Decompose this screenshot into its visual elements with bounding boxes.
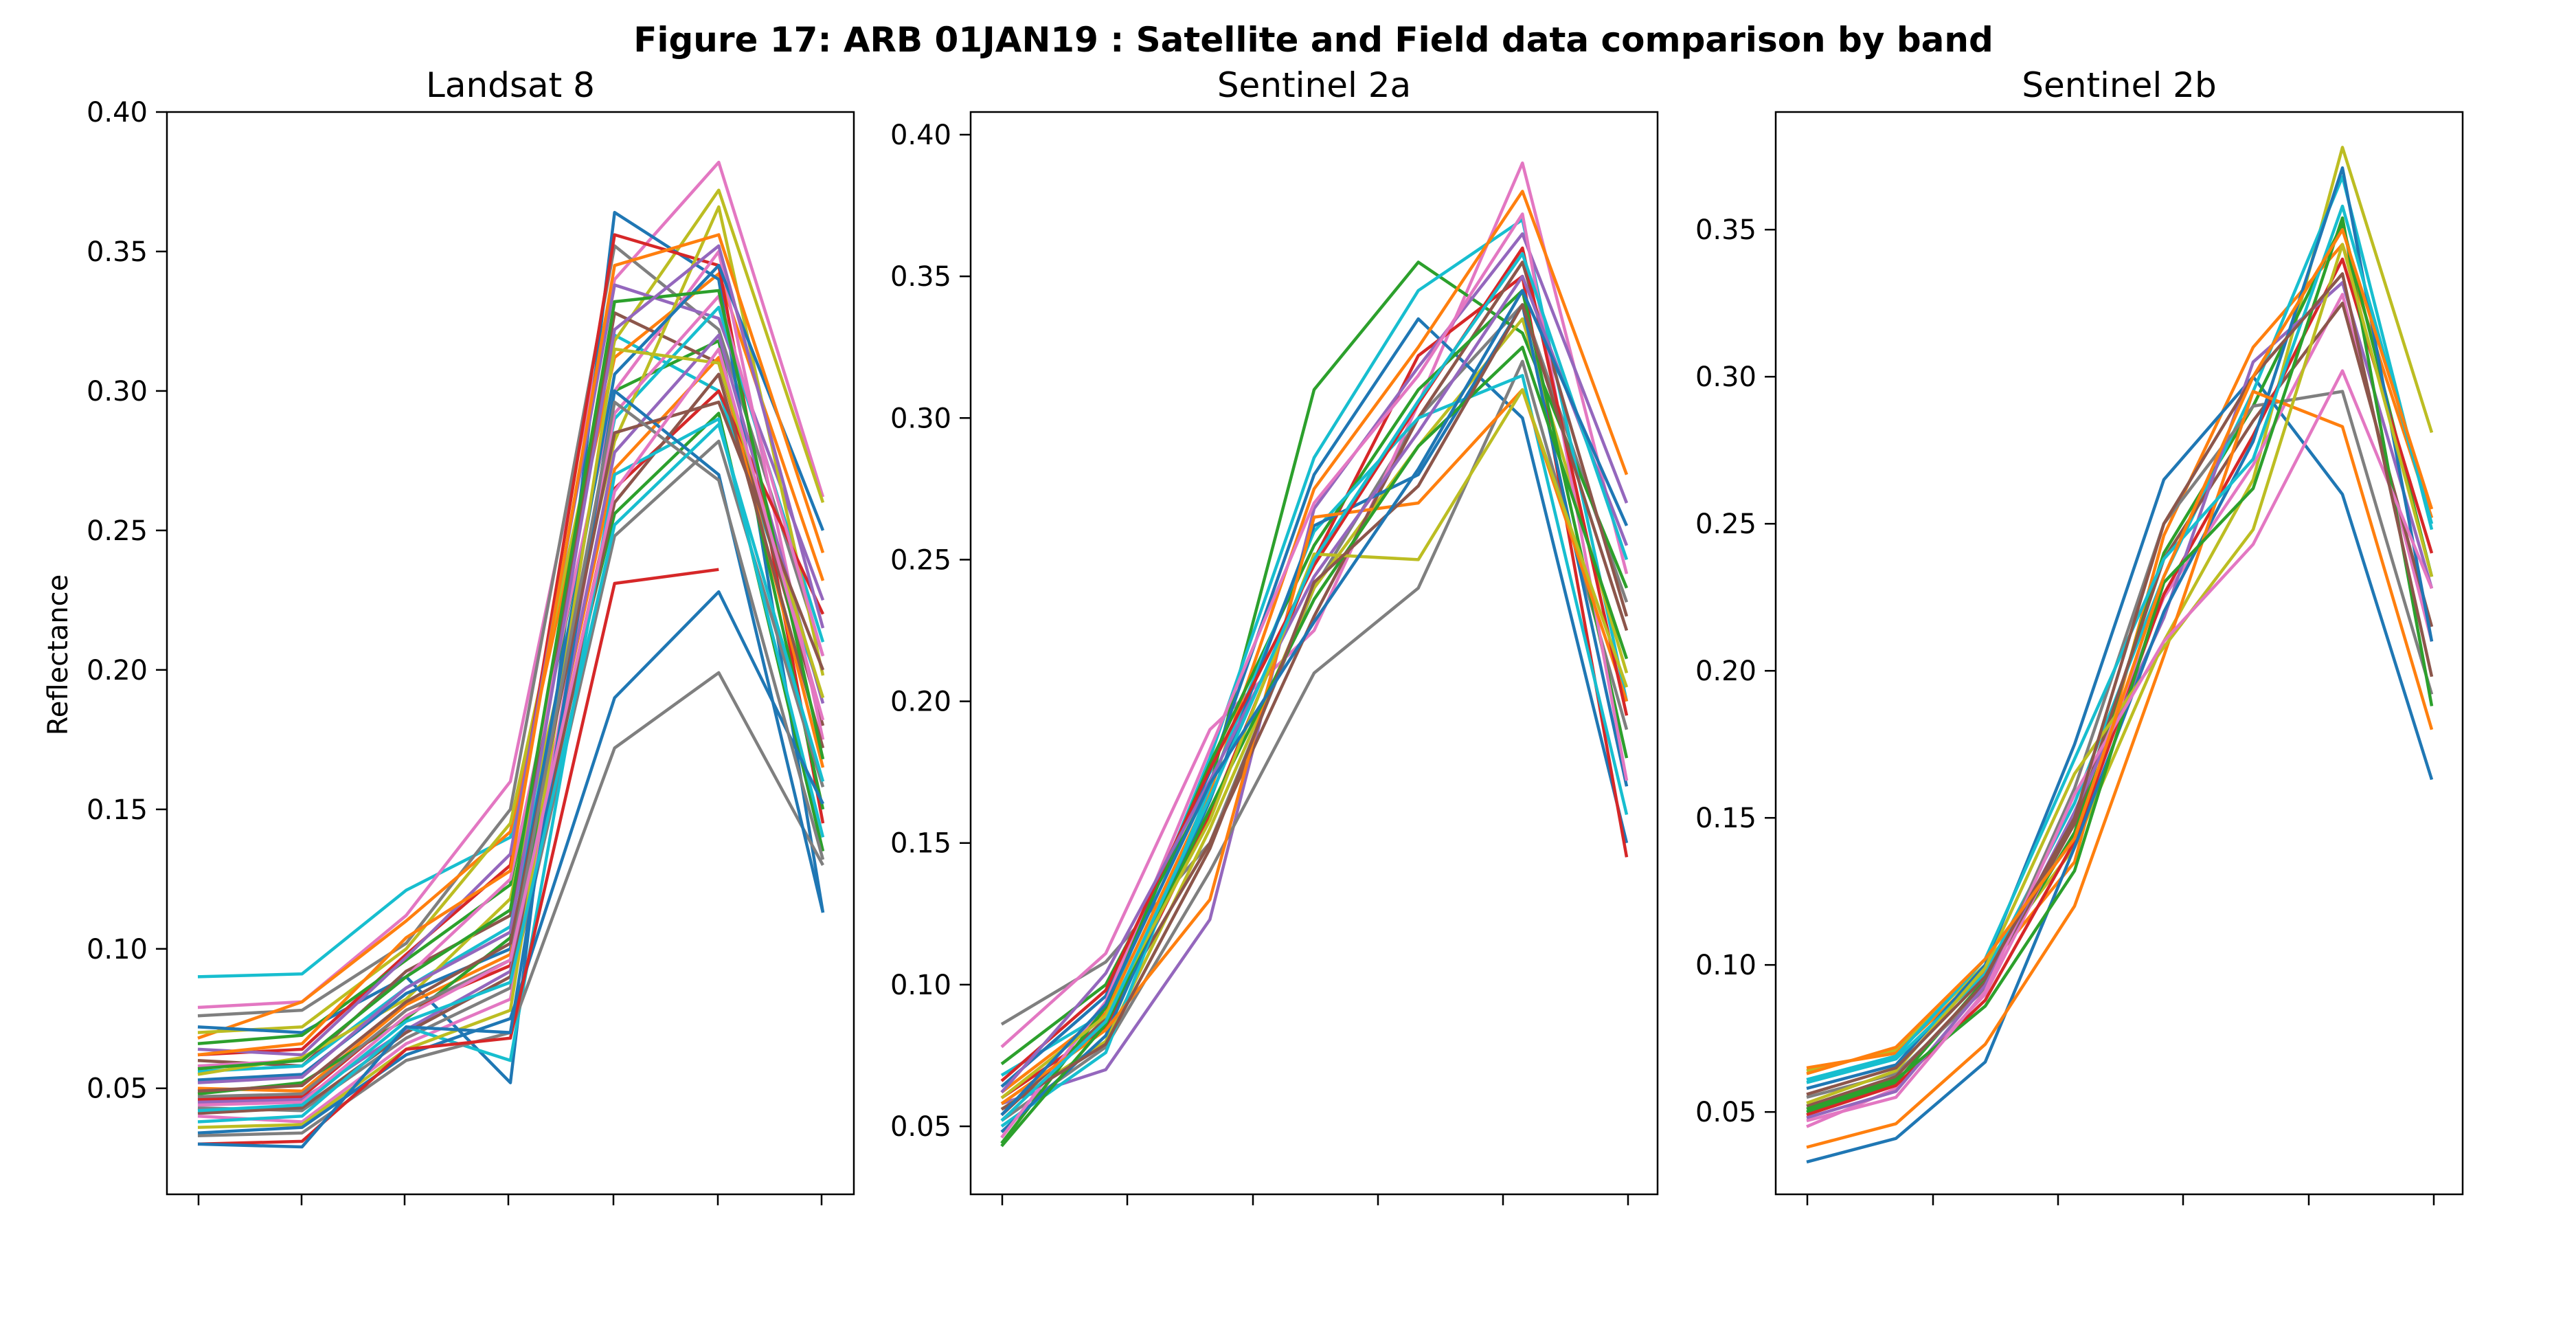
y-tick-label: 0.35 [1695,214,1756,246]
series-line-3 [1000,260,1629,1066]
axes-frame [969,111,1659,1196]
series-line-33 [197,347,825,1107]
panel-sentinel-2b: Sentinel 2b 0.05 0.10 0.15 0.20 0.25 0.30 0.35 [1695,65,2464,1205]
y-tick-label: 0.20 [1695,656,1756,687]
series-line-14 [1000,303,1629,1133]
series-line-9 [197,283,825,1057]
panel-title: Sentinel 2a [1217,65,1411,105]
series-line-27 [197,389,825,1149]
series-line-19 [1000,274,1629,1094]
figure-title: Figure 17: ARB 01JAN19 : Satellite and F… [633,20,1993,60]
series-line-1 [1000,303,1629,1026]
series-line-22 [1000,252,1629,1122]
series-group [197,160,825,1149]
y-tick-label: 0.10 [890,970,951,1001]
y-tick-label: 0.30 [1695,361,1756,393]
y-axis-label: Reflectance [43,574,74,736]
series-line-6 [1806,175,2434,1084]
series-line-3 [1806,375,2434,1091]
series-line-13 [1000,374,1629,1128]
series-line-16 [1806,204,2434,1082]
series-line-11 [1806,166,2434,1164]
series-line-18 [1000,345,1629,1148]
y-tick-label: 0.15 [1695,803,1756,834]
series-line-30 [197,244,825,1084]
series-line-28 [197,233,825,1057]
axes-frame [1774,111,2464,1196]
series-line-26 [197,568,719,1146]
series-line-34 [197,423,825,1113]
series-line-15 [1806,369,2434,1123]
y-tick-label: 0.10 [1695,950,1756,981]
series-line-20 [1000,388,1629,1099]
y-tick-label: 0.20 [87,655,148,686]
series-line-31 [197,400,825,1093]
panel-sentinel-2a: Sentinel 2a 0.05 0.10 0.15 0.20 0.25 0.30 0.35 0… [890,65,1659,1205]
series-line-13 [197,205,825,1076]
series-line-23 [1000,289,1629,1117]
y-tick-label: 0.05 [1695,1097,1756,1128]
y-tick-label: 0.20 [890,686,951,718]
panel-title: Sentinel 2b [2022,65,2216,105]
y-tick-label: 0.40 [890,120,951,151]
series-group [1000,161,1629,1148]
series-group [1806,146,2434,1164]
series-line-17 [1000,246,1629,1082]
y-tick-label: 0.25 [87,515,148,547]
series-line-16 [1000,388,1629,1105]
series-line-17 [1806,272,2434,1096]
series-line-19 [197,439,825,1113]
series-line-8 [1001,232,1629,1106]
series-line-3 [197,244,825,1018]
series-line-29 [197,289,825,1071]
y-tick-label: 0.30 [890,403,951,434]
y-tick-label: 0.15 [87,794,148,826]
axes-frame [166,111,855,1196]
series-line-22 [197,417,825,1124]
panel-landsat-8: Landsat 8 0.05 0.10 0.15 0.20 0.25 0.30 0.35 0.4… [87,65,855,1205]
y-tick-label: 0.40 [87,97,148,129]
series-line-11 [1000,359,1629,1122]
y-tick-label: 0.35 [87,236,148,268]
y-tick-label: 0.15 [890,828,951,860]
y-tick-label: 0.30 [87,376,148,407]
series-line-24 [197,590,825,1135]
series-line-2 [1000,161,1629,1049]
series-line-1 [1806,146,2434,1073]
series-line-13 [1806,216,2434,1111]
y-tick-label: 0.25 [1695,509,1756,540]
y-tick-label: 0.25 [890,544,951,576]
series-line-6 [197,210,825,1084]
series-line-5 [1000,317,1629,1088]
series-line-8 [1806,301,2434,1108]
y-tick-label: 0.05 [87,1073,148,1105]
series-line-18 [1806,227,2434,1075]
series-line-23 [197,347,825,1129]
y-tick-label: 0.10 [87,934,148,965]
series-line-21 [1000,303,1629,1111]
y-tick-label: 0.35 [890,261,951,293]
series-line-12 [1806,390,2434,1149]
series-line-5 [197,188,825,1034]
panel-title: Landsat 8 [426,65,595,105]
y-tick-label: 0.05 [890,1111,951,1143]
